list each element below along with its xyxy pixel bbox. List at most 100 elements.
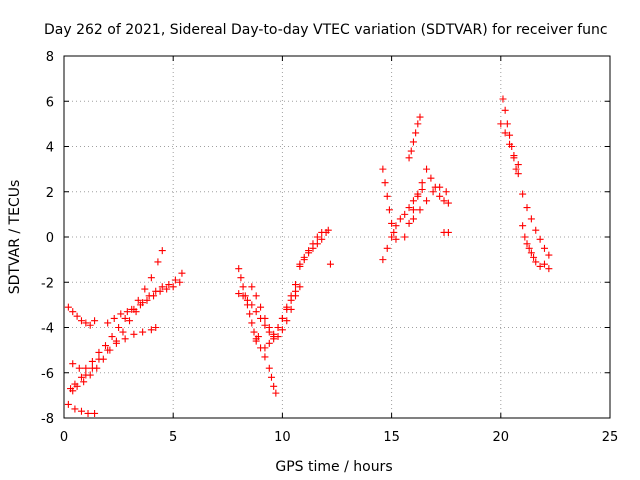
data-point xyxy=(388,233,396,241)
data-point xyxy=(506,131,514,139)
data-point xyxy=(80,378,88,386)
data-point xyxy=(412,129,420,137)
data-point xyxy=(73,382,81,390)
data-point xyxy=(123,308,131,316)
series-s18 xyxy=(409,183,450,223)
data-point xyxy=(237,274,245,282)
data-point xyxy=(73,312,81,320)
data-point xyxy=(130,330,138,338)
data-point xyxy=(265,364,273,372)
data-point xyxy=(261,314,269,322)
data-point xyxy=(69,308,77,316)
data-point xyxy=(523,240,531,248)
series-s2 xyxy=(64,400,99,417)
data-point xyxy=(86,321,94,329)
x-tick-label: 0 xyxy=(60,430,68,445)
data-point xyxy=(239,292,247,300)
data-point xyxy=(405,154,413,162)
y-tick-label: -6 xyxy=(41,367,54,382)
data-point xyxy=(390,228,398,236)
data-point xyxy=(252,308,260,316)
data-point xyxy=(77,317,85,325)
grid xyxy=(64,56,610,418)
data-point xyxy=(71,405,79,413)
x-tick-label: 20 xyxy=(493,430,510,445)
data-point xyxy=(171,276,179,284)
data-point xyxy=(130,305,138,313)
data-point xyxy=(440,197,448,205)
data-point xyxy=(108,333,116,341)
data-point xyxy=(91,317,99,325)
y-tick-label: -8 xyxy=(41,412,54,427)
data-point xyxy=(278,314,286,322)
data-point xyxy=(82,364,90,372)
data-point xyxy=(252,335,260,343)
data-point xyxy=(416,206,424,214)
series-s14 xyxy=(379,165,400,243)
data-point xyxy=(246,310,254,318)
data-point xyxy=(423,165,431,173)
data-point xyxy=(521,233,529,241)
data-point xyxy=(296,262,304,270)
data-point xyxy=(530,253,538,261)
x-axis-label: GPS time / hours xyxy=(275,459,392,475)
data-point xyxy=(283,305,291,313)
data-point xyxy=(95,355,103,363)
data-point xyxy=(154,258,162,266)
data-point xyxy=(305,247,313,255)
data-point xyxy=(250,328,258,336)
data-point xyxy=(84,409,92,417)
data-point xyxy=(115,324,123,331)
data-point xyxy=(497,120,505,128)
series-s10 xyxy=(252,335,280,397)
series-s8 xyxy=(235,290,300,343)
x-tick-label: 10 xyxy=(274,430,291,445)
data-point xyxy=(91,409,99,417)
data-point xyxy=(379,256,387,264)
data-point xyxy=(324,226,332,234)
data-point xyxy=(248,283,256,291)
data-point xyxy=(519,222,527,230)
data-point xyxy=(101,342,109,350)
series-s19 xyxy=(440,228,452,236)
data-point xyxy=(545,265,553,273)
data-point xyxy=(270,333,278,341)
data-point xyxy=(423,197,431,205)
data-point xyxy=(409,197,417,205)
data-point xyxy=(248,301,256,309)
data-point xyxy=(503,120,511,128)
data-point xyxy=(158,283,166,291)
data-point xyxy=(383,192,391,200)
data-point xyxy=(119,328,127,336)
data-point xyxy=(126,317,134,325)
x-tick-label: 25 xyxy=(602,430,619,445)
data-point xyxy=(95,348,103,356)
y-tick-label: 2 xyxy=(46,186,54,201)
data-point xyxy=(104,346,112,354)
data-point xyxy=(405,219,413,227)
data-point xyxy=(409,138,417,146)
data-point xyxy=(326,260,334,268)
data-point xyxy=(257,303,265,311)
data-point xyxy=(77,407,85,415)
data-point xyxy=(158,247,166,255)
y-axis-label: SDTVAR / TECUs xyxy=(7,180,23,295)
data-point xyxy=(69,360,77,368)
data-point xyxy=(64,400,72,408)
y-tick-label: -4 xyxy=(41,322,54,337)
y-tick-label: -2 xyxy=(41,276,54,291)
data-point xyxy=(110,314,118,322)
data-point xyxy=(501,129,509,137)
data-point xyxy=(292,287,300,295)
series-s22 xyxy=(519,190,553,259)
data-point xyxy=(442,188,450,196)
data-point xyxy=(178,269,186,277)
data-point xyxy=(392,222,400,230)
series-s15 xyxy=(379,185,426,264)
series-s21 xyxy=(497,120,522,169)
data-point xyxy=(414,120,422,128)
data-point xyxy=(104,319,112,327)
data-point xyxy=(527,215,535,223)
data-point xyxy=(540,260,548,268)
data-point xyxy=(525,244,533,252)
